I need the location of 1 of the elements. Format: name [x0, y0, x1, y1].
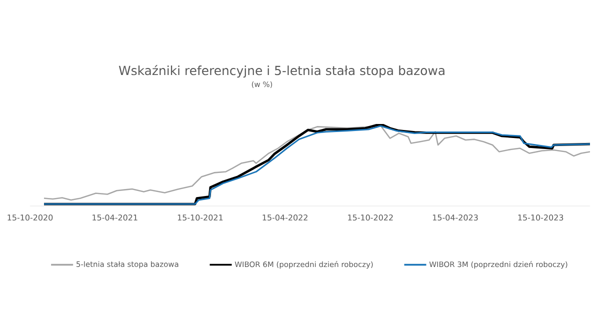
chart-title: Wskaźniki referencyjne i 5-letnia stała stopa bazowa [118, 65, 444, 78]
